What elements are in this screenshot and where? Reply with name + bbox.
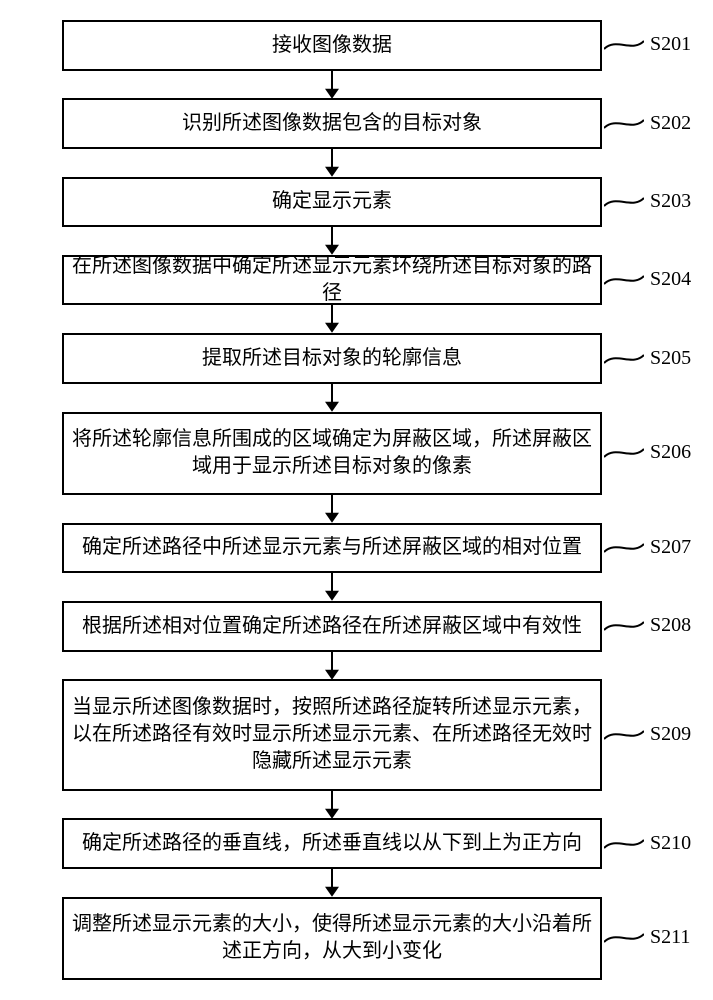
flowchart-step-text: 提取所述目标对象的轮廓信息 — [202, 345, 462, 372]
flowchart-step-label: S203 — [650, 190, 691, 213]
brace-connector — [604, 36, 644, 54]
flowchart-step-label: S205 — [650, 347, 691, 370]
flowchart-step: 根据所述相对位置确定所述路径在所述屏蔽区域中有效性 — [62, 601, 602, 652]
flowchart-step-label: S210 — [650, 832, 691, 855]
flowchart-step-text: 根据所述相对位置确定所述路径在所述屏蔽区域中有效性 — [82, 613, 582, 640]
brace-connector — [604, 115, 644, 133]
flowchart-arrow — [322, 869, 342, 897]
brace-connector — [604, 193, 644, 211]
brace-connector — [604, 444, 644, 462]
flowchart-step: 当显示所述图像数据时，按照所述路径旋转所述显示元素，以在所述路径有效时显示所述显… — [62, 679, 602, 790]
flowchart-step-text: 确定显示元素 — [272, 188, 392, 215]
flowchart-step-label: S204 — [650, 268, 691, 291]
flowchart-arrow — [322, 791, 342, 819]
brace-connector — [604, 271, 644, 289]
flowchart-arrow — [322, 71, 342, 99]
brace-connector — [604, 835, 644, 853]
brace-connector — [604, 350, 644, 368]
flowchart-step: 提取所述目标对象的轮廓信息 — [62, 333, 602, 384]
flowchart-step-text: 识别所述图像数据包含的目标对象 — [182, 110, 482, 137]
flowchart-step: 调整所述显示元素的大小，使得所述显示元素的大小沿着所述正方向，从大到小变化 — [62, 897, 602, 980]
brace-connector — [604, 617, 644, 635]
flowchart-step: 确定所述路径中所述显示元素与所述屏蔽区域的相对位置 — [62, 523, 602, 574]
flowchart-step-label: S202 — [650, 112, 691, 135]
flowchart-step-text: 确定所述路径的垂直线，所述垂直线以从下到上为正方向 — [82, 830, 582, 857]
flowchart-arrow — [322, 149, 342, 177]
brace-connector — [604, 539, 644, 557]
flowchart-step-text: 确定所述路径中所述显示元素与所述屏蔽区域的相对位置 — [82, 534, 582, 561]
flowchart-canvas: 接收图像数据 S201 识别所述图像数据包含的目标对象 S202 确定显示元素 S203 在… — [0, 0, 713, 1000]
flowchart-step: 将所述轮廓信息所围成的区域确定为屏蔽区域，所述屏蔽区域用于显示所述目标对象的像素 — [62, 412, 602, 495]
flowchart-step: 识别所述图像数据包含的目标对象 — [62, 98, 602, 149]
flowchart-step-text: 接收图像数据 — [272, 32, 392, 59]
flowchart-step-label: S209 — [650, 723, 691, 746]
flowchart-arrow — [322, 495, 342, 523]
flowchart-arrow — [322, 652, 342, 680]
flowchart-arrow — [322, 305, 342, 333]
flowchart-step: 接收图像数据 — [62, 20, 602, 71]
flowchart-step-text: 调整所述显示元素的大小，使得所述显示元素的大小沿着所述正方向，从大到小变化 — [72, 911, 592, 965]
brace-connector — [604, 726, 644, 744]
flowchart-step-label: S208 — [650, 614, 691, 637]
flowchart-step: 确定显示元素 — [62, 177, 602, 228]
flowchart-arrow — [322, 384, 342, 412]
flowchart-step-label: S206 — [650, 441, 691, 464]
flowchart-step-text: 当显示所述图像数据时，按照所述路径旋转所述显示元素，以在所述路径有效时显示所述显… — [72, 694, 592, 775]
flowchart-step-label: S207 — [650, 536, 691, 559]
brace-connector — [604, 929, 644, 947]
flowchart-step-text: 将所述轮廓信息所围成的区域确定为屏蔽区域，所述屏蔽区域用于显示所述目标对象的像素 — [72, 426, 592, 480]
flowchart-step-text: 在所述图像数据中确定所述显示元素环绕所述目标对象的路径 — [72, 253, 592, 307]
flowchart-step: 在所述图像数据中确定所述显示元素环绕所述目标对象的路径 — [62, 255, 602, 306]
flowchart-step-label: S211 — [650, 926, 690, 949]
flowchart-step: 确定所述路径的垂直线，所述垂直线以从下到上为正方向 — [62, 818, 602, 869]
flowchart-arrow — [322, 573, 342, 601]
flowchart-step-label: S201 — [650, 33, 691, 56]
flowchart-arrow — [322, 227, 342, 255]
